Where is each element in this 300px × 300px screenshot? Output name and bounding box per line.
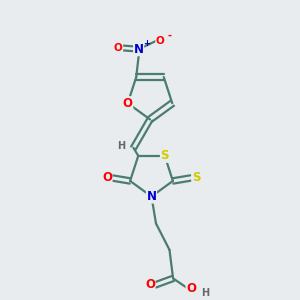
Text: -: -: [168, 31, 172, 41]
Text: H: H: [117, 141, 125, 152]
Text: S: S: [192, 172, 200, 184]
Text: O: O: [114, 43, 123, 53]
Text: O: O: [102, 172, 112, 184]
Text: N: N: [146, 190, 157, 203]
Text: N: N: [134, 43, 144, 56]
Text: O: O: [186, 281, 196, 295]
Text: +: +: [143, 39, 151, 48]
Text: S: S: [160, 149, 169, 162]
Text: O: O: [156, 36, 165, 46]
Text: O: O: [145, 278, 155, 292]
Text: H: H: [201, 288, 209, 298]
Text: O: O: [123, 97, 133, 110]
